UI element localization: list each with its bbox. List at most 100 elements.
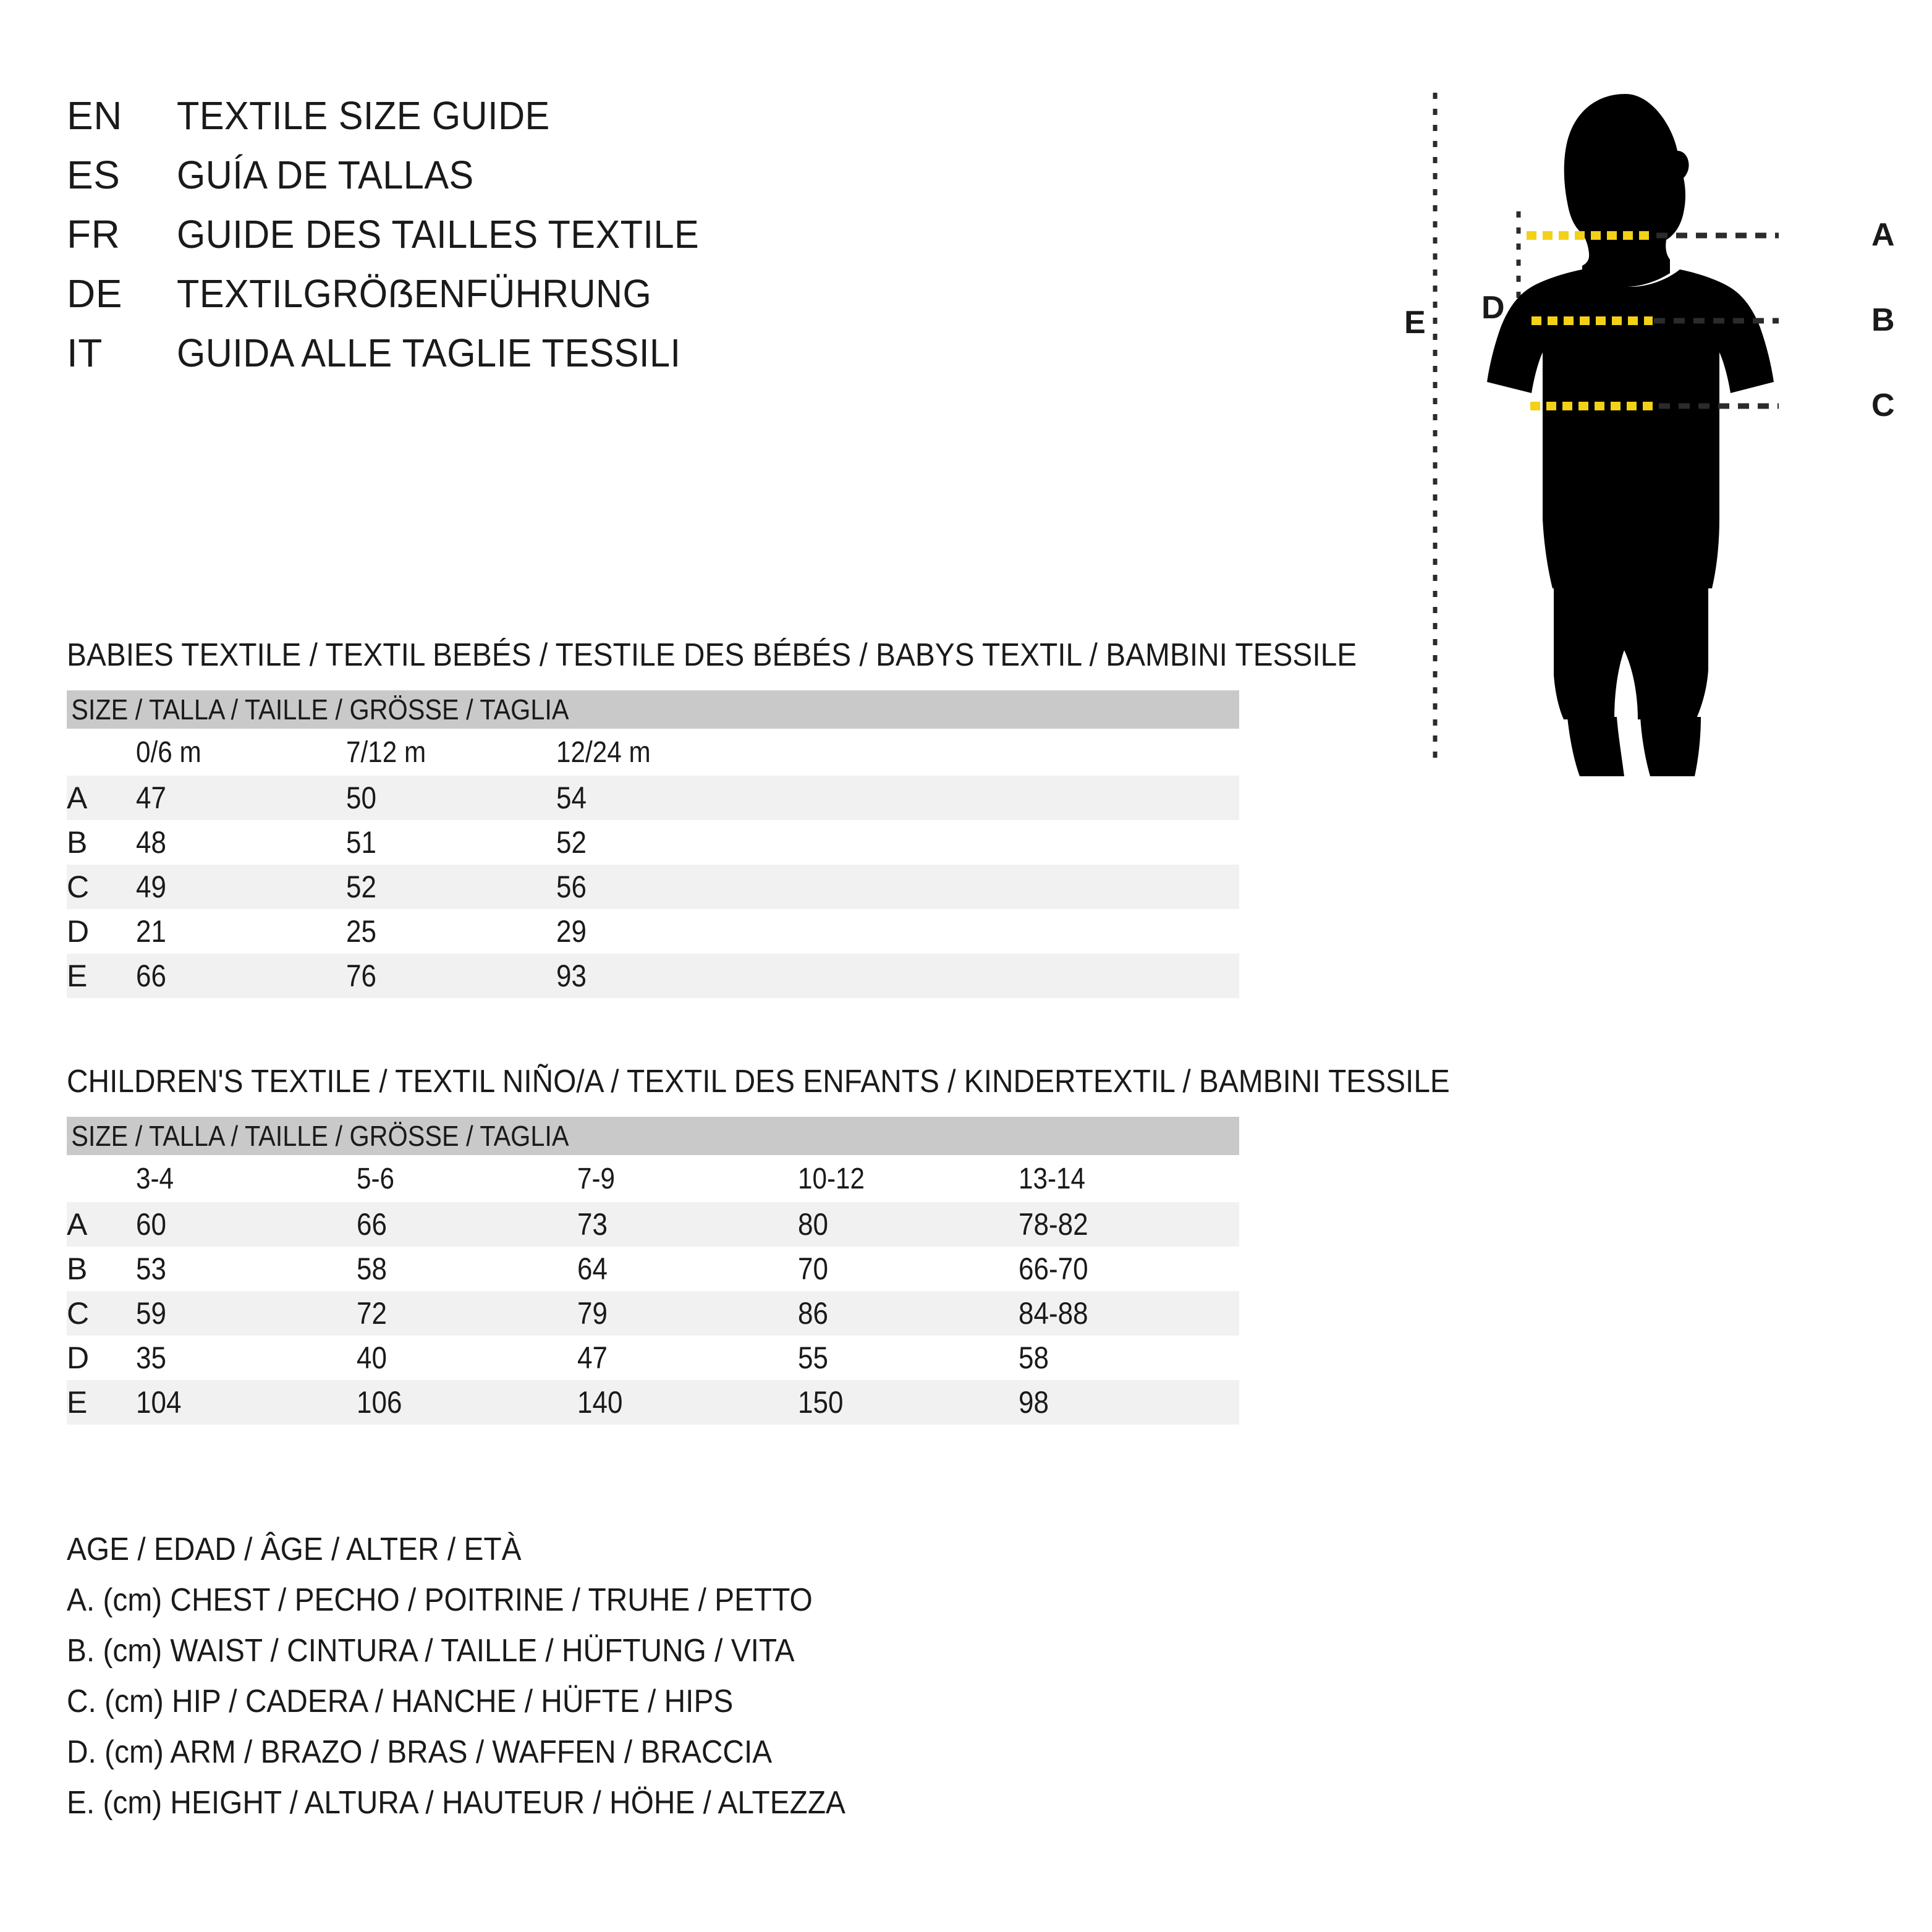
title-row: IT GUIDA ALLE TAGLIE TESSILI [67,330,932,389]
children-row-label-d: D [67,1336,136,1381]
title-row: EN TEXTILE SIZE GUIDE [67,93,932,152]
title-row: DE TEXTILGRÖẞENFÜHRUNG [67,271,932,330]
children-cell-a-1: 66 [357,1202,577,1247]
babies-cell-c-0: 49 [136,865,346,910]
children-cell-d-1: 40 [357,1336,577,1381]
children-row-label-b: B [67,1247,136,1292]
babies-row-filler [766,909,1239,954]
children-cell-d-2: 47 [577,1336,798,1381]
children-cell-b-1: 58 [357,1247,577,1292]
children-cell-b-2: 64 [577,1247,798,1292]
babies-col-header-2: 12/24 m [556,729,766,776]
figure-marker-c: C [1871,388,1895,423]
babies-cell-d-2: 29 [556,909,766,954]
legend-line-b-waist: B. (cm) WAIST / CINTURA / TAILLE / HÜFTU… [67,1633,795,1669]
children-cell-e-3: 150 [798,1380,1019,1425]
title-lang-de: DE [67,271,122,316]
babies-cell-a-0: 47 [136,776,346,821]
table-row: A 47 50 54 [67,776,1239,821]
babies-row-filler [766,776,1239,821]
babies-col-header-filler [766,729,1239,776]
babies-column-header-row: 0/6 m 7/12 m 12/24 m [67,729,1239,776]
title-lang-fr: FR [67,212,121,256]
children-cell-d-4: 58 [1019,1336,1239,1381]
children-cell-a-3: 80 [798,1202,1019,1247]
title-lang-it: IT [67,331,103,375]
title-text-fr: GUIDE DES TAILLES TEXTILE [177,212,700,256]
babies-row-label-a: A [67,776,136,821]
babies-row-label-e: E [67,954,136,999]
children-cell-e-0: 104 [136,1380,357,1425]
title-lang-en: EN [67,93,122,138]
children-col-header-0: 3-4 [136,1155,357,1203]
table-row: E 104 106 140 150 98 [67,1380,1239,1425]
babies-cell-c-2: 56 [556,865,766,910]
children-cell-a-2: 73 [577,1202,798,1247]
title-text-en: TEXTILE SIZE GUIDE [177,93,550,138]
language-title-block: EN TEXTILE SIZE GUIDE ES GUÍA DE TALLAS … [67,93,932,389]
babies-row-label-c: C [67,865,136,910]
table-row: C 59 72 79 86 84-88 [67,1291,1239,1336]
children-cell-a-0: 60 [136,1202,357,1247]
legend-line-age: AGE / EDAD / ÂGE / ALTER / ETÀ [67,1532,522,1567]
children-cell-b-3: 70 [798,1247,1019,1292]
children-col-header-4: 13-14 [1019,1155,1239,1203]
children-cell-d-3: 55 [798,1336,1019,1381]
children-size-header-bar: SIZE / TALLA / TAILLE / GRÖSSE / TAGLIA [67,1117,1239,1156]
children-corner-cell [67,1155,136,1203]
table-row: D 21 25 29 [67,909,1239,954]
babies-cell-b-2: 52 [556,820,766,865]
babies-col-header-1: 7/12 m [346,729,556,776]
children-size-header-label: SIZE / TALLA / TAILLE / GRÖSSE / TAGLIA [71,1120,569,1153]
babies-textile-section: BABIES TEXTILE / TEXTIL BEBÉS / TESTILE … [67,637,1357,999]
children-cell-b-0: 53 [136,1247,357,1292]
table-row: B 53 58 64 70 66-70 [67,1247,1239,1292]
babies-cell-d-1: 25 [346,909,556,954]
babies-row-filler [766,820,1239,865]
babies-cell-b-1: 51 [346,820,556,865]
children-cell-d-0: 35 [136,1336,357,1381]
measurement-legend: AGE / EDAD / ÂGE / ALTER / ETÀ A. (cm) C… [67,1524,1179,1828]
babies-row-label-d: D [67,909,136,954]
babies-size-header-bar: SIZE / TALLA / TAILLE / GRÖSSE / TAGLIA [67,690,1239,729]
children-cell-c-0: 59 [136,1291,357,1336]
children-col-header-1: 5-6 [357,1155,577,1203]
babies-section-heading: BABIES TEXTILE / TEXTIL BEBÉS / TESTILE … [67,637,1357,673]
children-cell-e-2: 140 [577,1380,798,1425]
legend-line-a-chest: A. (cm) CHEST / PECHO / POITRINE / TRUHE… [67,1582,813,1618]
babies-cell-a-2: 54 [556,776,766,821]
figure-marker-d: D [1481,290,1505,326]
table-row: E 66 76 93 [67,954,1239,999]
children-section-heading: CHILDREN'S TEXTILE / TEXTIL NIÑO/A / TEX… [67,1064,1450,1099]
children-cell-c-4: 84-88 [1019,1291,1239,1336]
babies-cell-d-0: 21 [136,909,346,954]
legend-line-c-hip: C. (cm) HIP / CADERA / HANCHE / HÜFTE / … [67,1684,734,1719]
childrens-textile-section: CHILDREN'S TEXTILE / TEXTIL NIÑO/A / TEX… [67,1064,1450,1425]
table-row: A 60 66 73 80 78-82 [67,1202,1239,1247]
title-text-de: TEXTILGRÖẞENFÜHRUNG [177,271,652,316]
children-cell-c-2: 79 [577,1291,798,1336]
children-cell-a-4: 78-82 [1019,1202,1239,1247]
title-text-es: GUÍA DE TALLAS [177,153,474,197]
babies-row-label-b: B [67,820,136,865]
children-col-header-3: 10-12 [798,1155,1019,1203]
legend-line-e-height: E. (cm) HEIGHT / ALTURA / HAUTEUR / HÖHE… [67,1785,845,1821]
title-row: FR GUIDE DES TAILLES TEXTILE [67,211,932,271]
babies-cell-c-1: 52 [346,865,556,910]
child-measurement-diagram: A B C D E [1378,74,1910,779]
babies-cell-a-1: 50 [346,776,556,821]
babies-cell-e-0: 66 [136,954,346,999]
children-row-label-e: E [67,1380,136,1425]
babies-cell-b-0: 48 [136,820,346,865]
children-cell-c-1: 72 [357,1291,577,1336]
children-col-header-2: 7-9 [577,1155,798,1203]
children-cell-e-4: 98 [1019,1380,1239,1425]
table-row: C 49 52 56 [67,865,1239,910]
children-cell-c-3: 86 [798,1291,1019,1336]
babies-corner-cell [67,729,136,776]
babies-row-filler [766,865,1239,910]
title-row: ES GUÍA DE TALLAS [67,152,932,211]
legend-line-d-arm: D. (cm) ARM / BRAZO / BRAS / WAFFEN / BR… [67,1734,773,1770]
babies-cell-e-2: 93 [556,954,766,999]
babies-row-filler [766,954,1239,999]
